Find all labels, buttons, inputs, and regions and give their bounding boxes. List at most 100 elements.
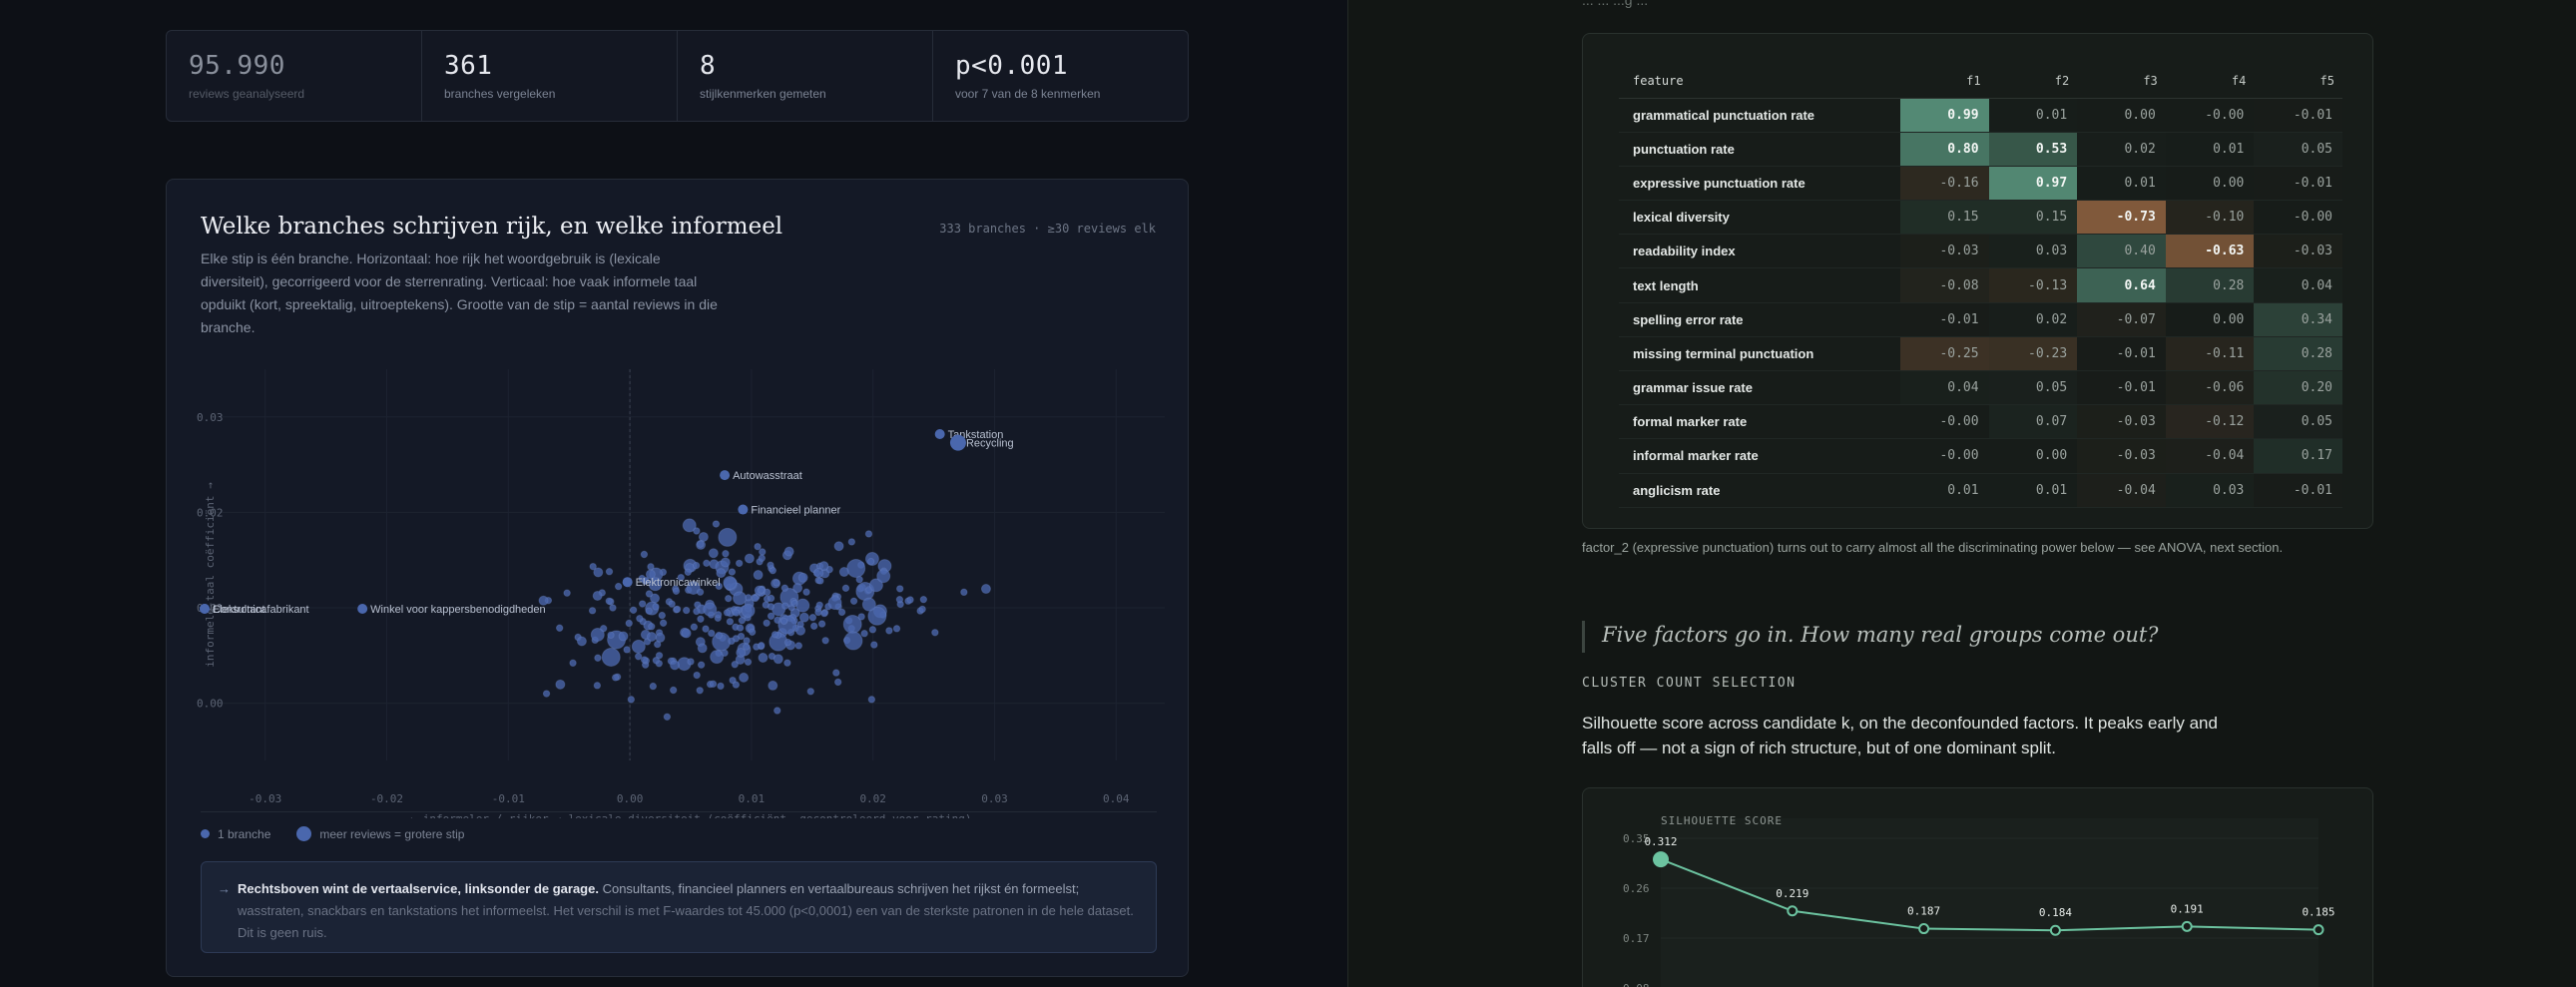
branch-dot[interactable] xyxy=(919,595,928,604)
branch-dot[interactable] xyxy=(783,546,794,557)
branch-dot[interactable] xyxy=(892,625,901,633)
branch-dot[interactable] xyxy=(743,637,751,645)
branch-dot[interactable] xyxy=(589,562,597,571)
branch-dot[interactable] xyxy=(758,554,767,562)
branch-dot[interactable] xyxy=(906,596,914,604)
branch-dot[interactable] xyxy=(717,682,725,691)
branch-dot[interactable] xyxy=(690,623,699,631)
branch-dot[interactable] xyxy=(833,678,842,687)
branch-dot[interactable] xyxy=(741,603,756,618)
branch-dot[interactable] xyxy=(725,594,733,603)
branch-dot[interactable] xyxy=(802,588,810,596)
branch-dot[interactable] xyxy=(779,617,788,626)
branch-dot[interactable] xyxy=(739,672,750,683)
branch-dot[interactable] xyxy=(611,674,620,682)
branch-dot[interactable] xyxy=(538,595,549,606)
branch-dot[interactable] xyxy=(733,609,741,617)
branch-dot[interactable] xyxy=(918,605,926,614)
branch-dot[interactable] xyxy=(555,624,564,632)
branch-dot[interactable] xyxy=(720,557,731,568)
branch-dot[interactable] xyxy=(697,615,705,623)
branch-dot[interactable] xyxy=(731,661,739,669)
branch-dot[interactable] xyxy=(870,641,878,649)
branch-dot[interactable] xyxy=(758,642,766,650)
branch-dot[interactable] xyxy=(640,656,649,664)
branch-dot[interactable] xyxy=(768,680,778,691)
branch-dot[interactable] xyxy=(697,643,708,654)
branch-dot[interactable] xyxy=(555,679,566,690)
branch-dot[interactable] xyxy=(868,626,877,634)
branch-dot[interactable] xyxy=(748,628,757,637)
branch-dot[interactable] xyxy=(668,600,676,608)
branch-dot[interactable] xyxy=(795,625,806,636)
branch-dot[interactable] xyxy=(697,540,705,548)
labeled-branch-dot[interactable] xyxy=(622,577,633,588)
labeled-branch-dot[interactable] xyxy=(934,429,945,440)
branch-dot[interactable] xyxy=(814,608,822,617)
branch-dot[interactable] xyxy=(735,559,744,568)
branch-dot[interactable] xyxy=(797,572,808,583)
branch-dot[interactable] xyxy=(728,568,737,576)
branch-dot[interactable] xyxy=(728,637,736,646)
branch-dot[interactable] xyxy=(895,596,904,604)
branch-dot[interactable] xyxy=(542,690,551,698)
branch-dot[interactable] xyxy=(723,576,738,591)
branch-dot[interactable] xyxy=(655,652,664,660)
branch-dot[interactable] xyxy=(590,627,605,642)
branch-dot[interactable] xyxy=(649,682,658,691)
branch-dot[interactable] xyxy=(744,553,755,564)
branch-dot[interactable] xyxy=(743,643,751,651)
labeled-branch-dot[interactable] xyxy=(738,504,749,515)
branch-dot[interactable] xyxy=(866,557,875,566)
branch-dot[interactable] xyxy=(769,566,777,575)
branch-dot[interactable] xyxy=(738,616,747,625)
branch-dot[interactable] xyxy=(593,567,604,578)
branch-dot[interactable] xyxy=(841,584,850,593)
branch-dot[interactable] xyxy=(703,559,711,568)
branch-dot[interactable] xyxy=(876,569,891,584)
branch-dot[interactable] xyxy=(855,575,863,584)
branch-dot[interactable] xyxy=(693,671,701,680)
branch-dot[interactable] xyxy=(646,632,657,643)
branch-dot[interactable] xyxy=(677,573,685,582)
branch-dot[interactable] xyxy=(729,676,737,685)
branch-dot[interactable] xyxy=(692,561,701,570)
branch-dot[interactable] xyxy=(647,563,655,571)
branch-dot[interactable] xyxy=(744,658,753,667)
branch-dot[interactable] xyxy=(960,588,968,597)
branch-dot[interactable] xyxy=(708,548,719,559)
silhouette-point[interactable] xyxy=(1653,851,1669,868)
branch-dot[interactable] xyxy=(931,629,939,637)
branch-dot[interactable] xyxy=(868,578,883,593)
branch-dot[interactable] xyxy=(663,713,672,721)
branch-dot[interactable] xyxy=(723,609,732,617)
branch-dot[interactable] xyxy=(696,588,705,596)
branch-dot[interactable] xyxy=(696,687,704,695)
branch-dot[interactable] xyxy=(631,639,646,654)
branch-dot[interactable] xyxy=(652,656,661,665)
branch-dot[interactable] xyxy=(593,682,602,690)
labeled-branch-dot[interactable] xyxy=(949,434,966,451)
branch-dot[interactable] xyxy=(682,518,697,533)
silhouette-point[interactable] xyxy=(2049,924,2061,936)
branch-dot[interactable] xyxy=(588,607,597,615)
branch-dot[interactable] xyxy=(609,604,617,612)
branch-dot[interactable] xyxy=(726,618,735,626)
branch-dot[interactable] xyxy=(753,570,764,581)
branch-dot[interactable] xyxy=(594,654,602,662)
branch-dot[interactable] xyxy=(627,696,636,704)
branch-dot[interactable] xyxy=(783,638,792,647)
branch-dot[interactable] xyxy=(827,596,842,611)
branch-dot[interactable] xyxy=(715,631,723,640)
branch-dot[interactable] xyxy=(648,577,663,592)
branch-dot[interactable] xyxy=(795,598,810,613)
branch-dot[interactable] xyxy=(645,569,656,580)
branch-dot[interactable] xyxy=(758,586,766,594)
branch-dot[interactable] xyxy=(708,629,716,638)
branch-dot[interactable] xyxy=(847,538,856,546)
branch-dot[interactable] xyxy=(722,550,730,558)
branch-dot[interactable] xyxy=(709,680,718,689)
branch-dot[interactable] xyxy=(838,567,849,578)
branch-dot[interactable] xyxy=(693,527,701,535)
branch-dot[interactable] xyxy=(867,696,876,704)
